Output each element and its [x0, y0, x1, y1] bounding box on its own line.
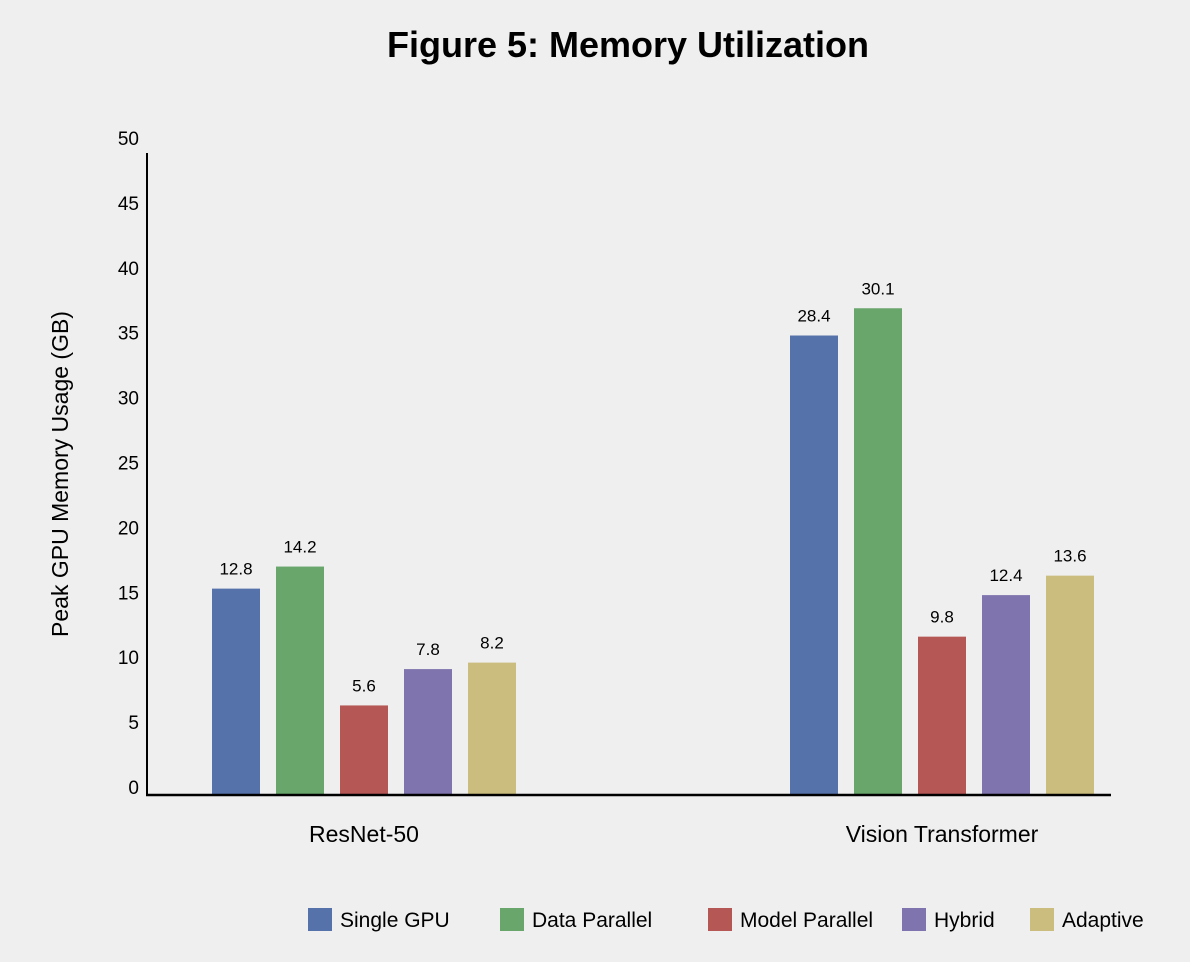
bar-value-label: 5.6 [352, 676, 376, 695]
bar-value-label: 7.8 [416, 640, 440, 659]
y-tick-label: 5 [128, 713, 139, 734]
legend-label: Single GPU [340, 909, 450, 932]
y-tick-label: 40 [118, 259, 139, 280]
bar-value-label: 30.1 [861, 279, 894, 298]
y-tick-label: 15 [118, 583, 139, 604]
bar-value-label: 12.8 [219, 560, 252, 579]
bar-hybrid-resnet-50 [404, 669, 452, 795]
bar-data-parallel-vision-transformer [854, 308, 902, 795]
value-labels: 12.8 28.4 14.2 30.1 5.6 9.8 7.8 12.4 8.2 13.6 [219, 279, 1086, 695]
bar-data-parallel-resnet-50 [276, 566, 324, 795]
bar-adaptive-vision-transformer [1046, 575, 1094, 795]
bars [212, 308, 1094, 795]
legend-label: Adaptive [1062, 909, 1144, 932]
legend-item-data-parallel: Data Parallel [500, 908, 652, 932]
y-axis-ticks: 0 5 10 15 20 25 30 35 40 45 50 [118, 129, 139, 799]
bar-value-label: 12.4 [989, 566, 1022, 585]
y-tick-label: 30 [118, 389, 139, 410]
bar-model-parallel-vision-transformer [918, 636, 966, 795]
x-category-label: Vision Transformer [846, 821, 1039, 847]
legend-item-adaptive: Adaptive [1030, 908, 1144, 932]
legend-swatch [1030, 908, 1054, 931]
legend-swatch [708, 908, 732, 931]
bar-hybrid-vision-transformer [982, 595, 1030, 795]
legend-item-model-parallel: Model Parallel [708, 908, 873, 932]
legend-label: Hybrid [934, 909, 995, 932]
legend-label: Model Parallel [740, 909, 873, 932]
legend-label: Data Parallel [532, 909, 652, 932]
legend-item-single-gpu: Single GPU [308, 908, 450, 932]
legend-swatch [500, 908, 524, 931]
x-category-label: ResNet-50 [309, 821, 419, 847]
bar-model-parallel-resnet-50 [340, 705, 388, 795]
y-tick-label: 20 [118, 518, 139, 539]
x-axis-category-labels: ResNet-50 Vision Transformer [309, 821, 1039, 847]
legend: Single GPU Data Parallel Model Parallel Hyb… [308, 908, 1144, 932]
bar-single-gpu-vision-transformer [790, 335, 838, 795]
bar-adaptive-resnet-50 [468, 662, 516, 795]
y-tick-label: 45 [118, 194, 139, 215]
bar-value-label: 9.8 [930, 608, 954, 627]
bar-value-label: 28.4 [797, 307, 830, 326]
y-tick-label: 10 [118, 648, 139, 669]
y-tick-label: 35 [118, 324, 139, 345]
bar-value-label: 8.2 [480, 634, 504, 653]
y-tick-label: 25 [118, 454, 139, 475]
legend-swatch [902, 908, 926, 931]
legend-swatch [308, 908, 332, 931]
legend-item-hybrid: Hybrid [902, 908, 995, 932]
y-axis-label: Peak GPU Memory Usage (GB) [47, 311, 73, 637]
chart-title: Figure 5: Memory Utilization [387, 24, 869, 65]
y-tick-label: 0 [128, 778, 139, 799]
y-tick-label: 50 [118, 129, 139, 150]
bar-single-gpu-resnet-50 [212, 588, 260, 795]
bar-value-label: 13.6 [1053, 547, 1086, 566]
bar-value-label: 14.2 [283, 538, 316, 557]
